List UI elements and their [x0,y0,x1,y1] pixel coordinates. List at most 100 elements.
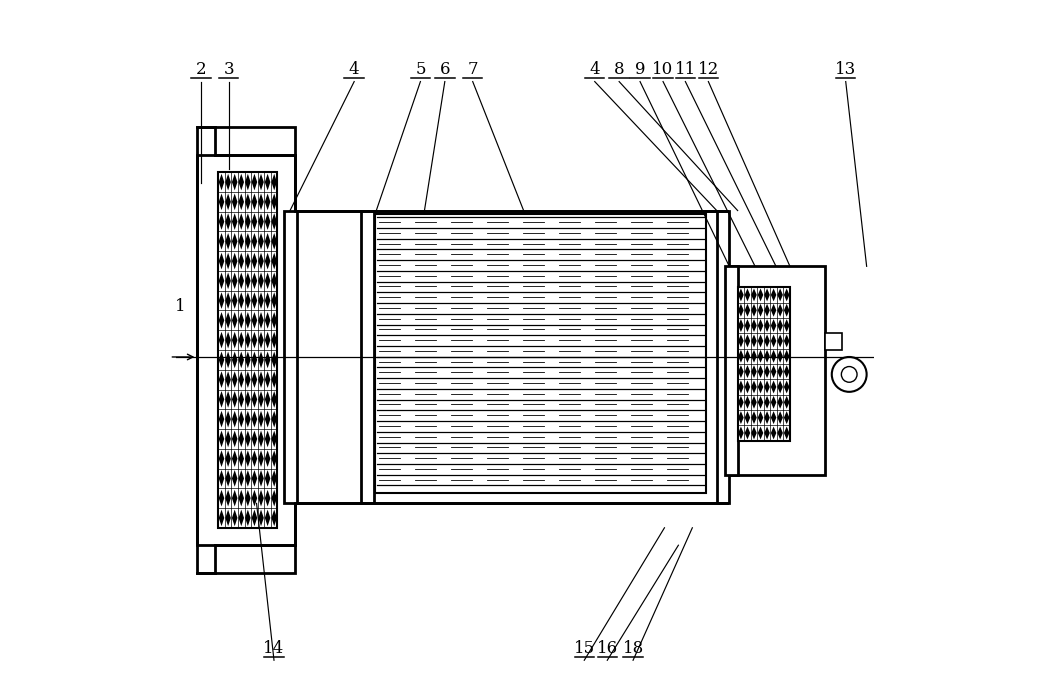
Polygon shape [784,426,790,440]
Polygon shape [258,470,264,486]
Polygon shape [771,335,776,347]
Polygon shape [272,490,277,507]
Polygon shape [744,411,750,424]
Polygon shape [258,174,264,190]
Polygon shape [258,351,264,368]
Polygon shape [232,312,237,329]
Polygon shape [272,253,277,270]
Polygon shape [232,193,237,210]
Polygon shape [272,411,277,428]
Polygon shape [764,335,770,347]
Polygon shape [771,319,776,332]
Polygon shape [265,332,270,349]
Polygon shape [784,288,790,302]
Polygon shape [226,293,231,309]
Polygon shape [232,490,237,507]
Polygon shape [265,233,270,250]
Polygon shape [238,450,244,467]
Polygon shape [758,395,763,409]
Polygon shape [758,288,763,302]
Polygon shape [238,490,244,507]
Polygon shape [272,193,277,210]
Polygon shape [272,312,277,329]
Polygon shape [265,174,270,190]
Polygon shape [238,510,244,526]
Polygon shape [238,233,244,250]
Polygon shape [265,193,270,210]
Polygon shape [245,510,251,526]
Polygon shape [218,391,225,407]
Polygon shape [238,293,244,309]
Polygon shape [258,272,264,289]
Polygon shape [238,332,244,349]
Polygon shape [218,174,225,190]
Polygon shape [744,319,750,332]
Polygon shape [245,371,251,388]
Polygon shape [252,411,257,428]
Polygon shape [245,272,251,289]
Polygon shape [758,335,763,347]
Bar [375,214,707,493]
Text: 15: 15 [573,640,595,657]
Polygon shape [238,391,244,407]
Polygon shape [245,470,251,486]
Polygon shape [238,351,244,368]
Polygon shape [764,319,770,332]
Polygon shape [218,312,225,329]
Text: 10: 10 [652,61,674,78]
Polygon shape [758,350,763,363]
Polygon shape [245,450,251,467]
Polygon shape [777,426,783,440]
Polygon shape [226,411,231,428]
Polygon shape [226,272,231,289]
Polygon shape [777,319,783,332]
Bar [197,155,295,545]
Polygon shape [272,214,277,230]
Text: 1: 1 [174,298,185,315]
Polygon shape [784,395,790,409]
Polygon shape [764,411,770,424]
Polygon shape [258,430,264,447]
Polygon shape [784,411,790,424]
Polygon shape [218,272,225,289]
Text: 6: 6 [440,61,450,78]
Polygon shape [758,365,763,378]
Polygon shape [245,411,251,428]
Polygon shape [751,381,757,393]
Polygon shape [218,450,225,467]
Polygon shape [252,332,257,349]
Polygon shape [232,332,237,349]
Polygon shape [272,272,277,289]
Bar [197,127,295,573]
Polygon shape [771,395,776,409]
Polygon shape [238,371,244,388]
Polygon shape [252,293,257,309]
Polygon shape [252,510,257,526]
Polygon shape [265,272,270,289]
Text: 9: 9 [635,61,646,78]
Polygon shape [738,426,743,440]
Polygon shape [265,312,270,329]
Polygon shape [751,365,757,378]
Polygon shape [777,365,783,378]
Polygon shape [751,395,757,409]
Polygon shape [272,233,277,250]
Polygon shape [771,350,776,363]
Polygon shape [258,391,264,407]
Polygon shape [218,510,225,526]
Polygon shape [738,365,743,378]
Polygon shape [777,304,783,316]
Polygon shape [252,272,257,289]
Polygon shape [272,430,277,447]
Polygon shape [252,174,257,190]
Polygon shape [238,214,244,230]
Polygon shape [272,351,277,368]
Polygon shape [226,332,231,349]
Polygon shape [245,214,251,230]
Polygon shape [272,293,277,309]
Polygon shape [744,381,750,393]
Polygon shape [272,450,277,467]
Polygon shape [272,332,277,349]
Bar [825,332,842,350]
Polygon shape [245,293,251,309]
